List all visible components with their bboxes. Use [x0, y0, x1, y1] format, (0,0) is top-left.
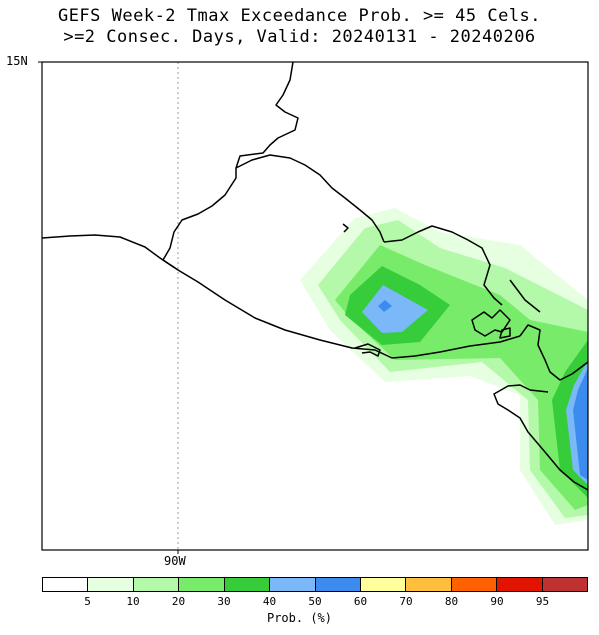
colorbar-label: Prob. (%)	[266, 611, 333, 625]
colorbar-tick-label: 60	[353, 595, 368, 608]
colorbar-segment	[270, 578, 316, 591]
colorbar-segment	[451, 578, 498, 591]
colorbar-tick-label: 5	[84, 595, 91, 608]
colorbar-segment	[497, 578, 543, 591]
colorbar-segment	[406, 578, 452, 591]
colorbar-tick-label: 10	[126, 595, 140, 608]
colorbar-segment	[315, 578, 361, 591]
colorbar	[42, 577, 588, 592]
colorbar-tick-label: 80	[444, 595, 459, 608]
prob-contour-50	[378, 300, 588, 480]
plot-frame	[41, 61, 589, 551]
colorbar-tick-label: 70	[399, 595, 413, 608]
colorbar-tick-label: 30	[217, 595, 231, 608]
colorbar-tick-label: 90	[490, 595, 504, 608]
map-title: GEFS Week-2 Tmax Exceedance Prob. >= 45 …	[57, 6, 542, 26]
colorbar-segment	[88, 578, 134, 591]
colorbar-tick-label: 95	[535, 595, 550, 608]
colorbar-segment	[179, 578, 225, 591]
latitude-label: 15N	[6, 54, 28, 68]
colorbar-segment	[43, 578, 89, 591]
colorbar-segment	[360, 578, 407, 591]
colorbar-tick-label: 20	[171, 595, 186, 608]
colorbar-segment	[542, 578, 588, 591]
colorbar-tick-label: 50	[308, 595, 322, 608]
colorbar-segment	[224, 578, 271, 591]
map-subtitle: >=2 Consec. Days, Valid: 20240131 - 2024…	[63, 27, 536, 47]
colorbar-tick-label: 40	[262, 595, 277, 608]
coastline-borders	[42, 62, 588, 491]
colorbar-segment	[133, 578, 180, 591]
longitude-label: 90W	[164, 554, 186, 568]
